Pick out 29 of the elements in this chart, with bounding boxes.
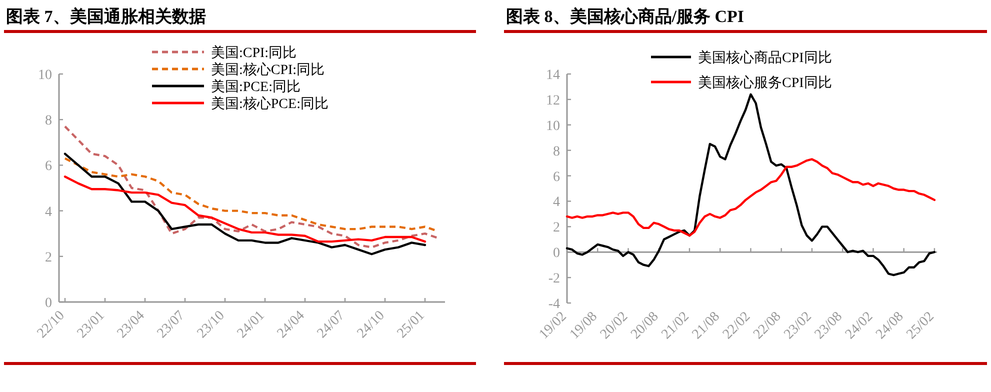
y-tick-label: 0 <box>45 296 52 311</box>
y-tick-label: -2 <box>548 272 560 287</box>
y-tick-label: 4 <box>45 204 52 220</box>
y-tick-label: 6 <box>553 170 560 185</box>
line-series <box>64 152 426 256</box>
legend-label: 美国:核心CPI:同比 <box>211 62 325 78</box>
y-tick-label: 6 <box>45 159 52 174</box>
line-series <box>566 93 936 276</box>
y-tick-label: -4 <box>548 297 560 312</box>
y-tick-label: 10 <box>546 118 560 134</box>
y-tick-label: 2 <box>45 250 52 266</box>
legend-label: 美国:CPI:同比 <box>211 45 297 61</box>
y-tick-label: 0 <box>553 246 560 262</box>
y-tick-label: 14 <box>546 68 560 83</box>
line-series <box>566 158 936 237</box>
y-tick-label: 12 <box>546 93 560 108</box>
y-tick-label: 2 <box>553 220 560 236</box>
legend-label: 美国:核心PCE:同比 <box>211 96 328 112</box>
legend-label: 美国核心商品CPI同比 <box>698 50 832 66</box>
y-tick-label: 8 <box>45 114 52 129</box>
legend-label: 美国:PCE:同比 <box>211 79 300 95</box>
line-series <box>64 125 440 248</box>
y-tick-label: 10 <box>38 68 52 83</box>
chart-title: 图表 8、美国核心商品/服务 CPI <box>506 7 744 26</box>
line-series <box>64 176 426 243</box>
y-tick-label: 8 <box>553 144 560 160</box>
legend-label: 美国核心服务CPI同比 <box>698 75 832 91</box>
y-tick-label: 4 <box>553 195 560 210</box>
chart-title: 图表 7、美国通胀相关数据 <box>6 7 206 26</box>
